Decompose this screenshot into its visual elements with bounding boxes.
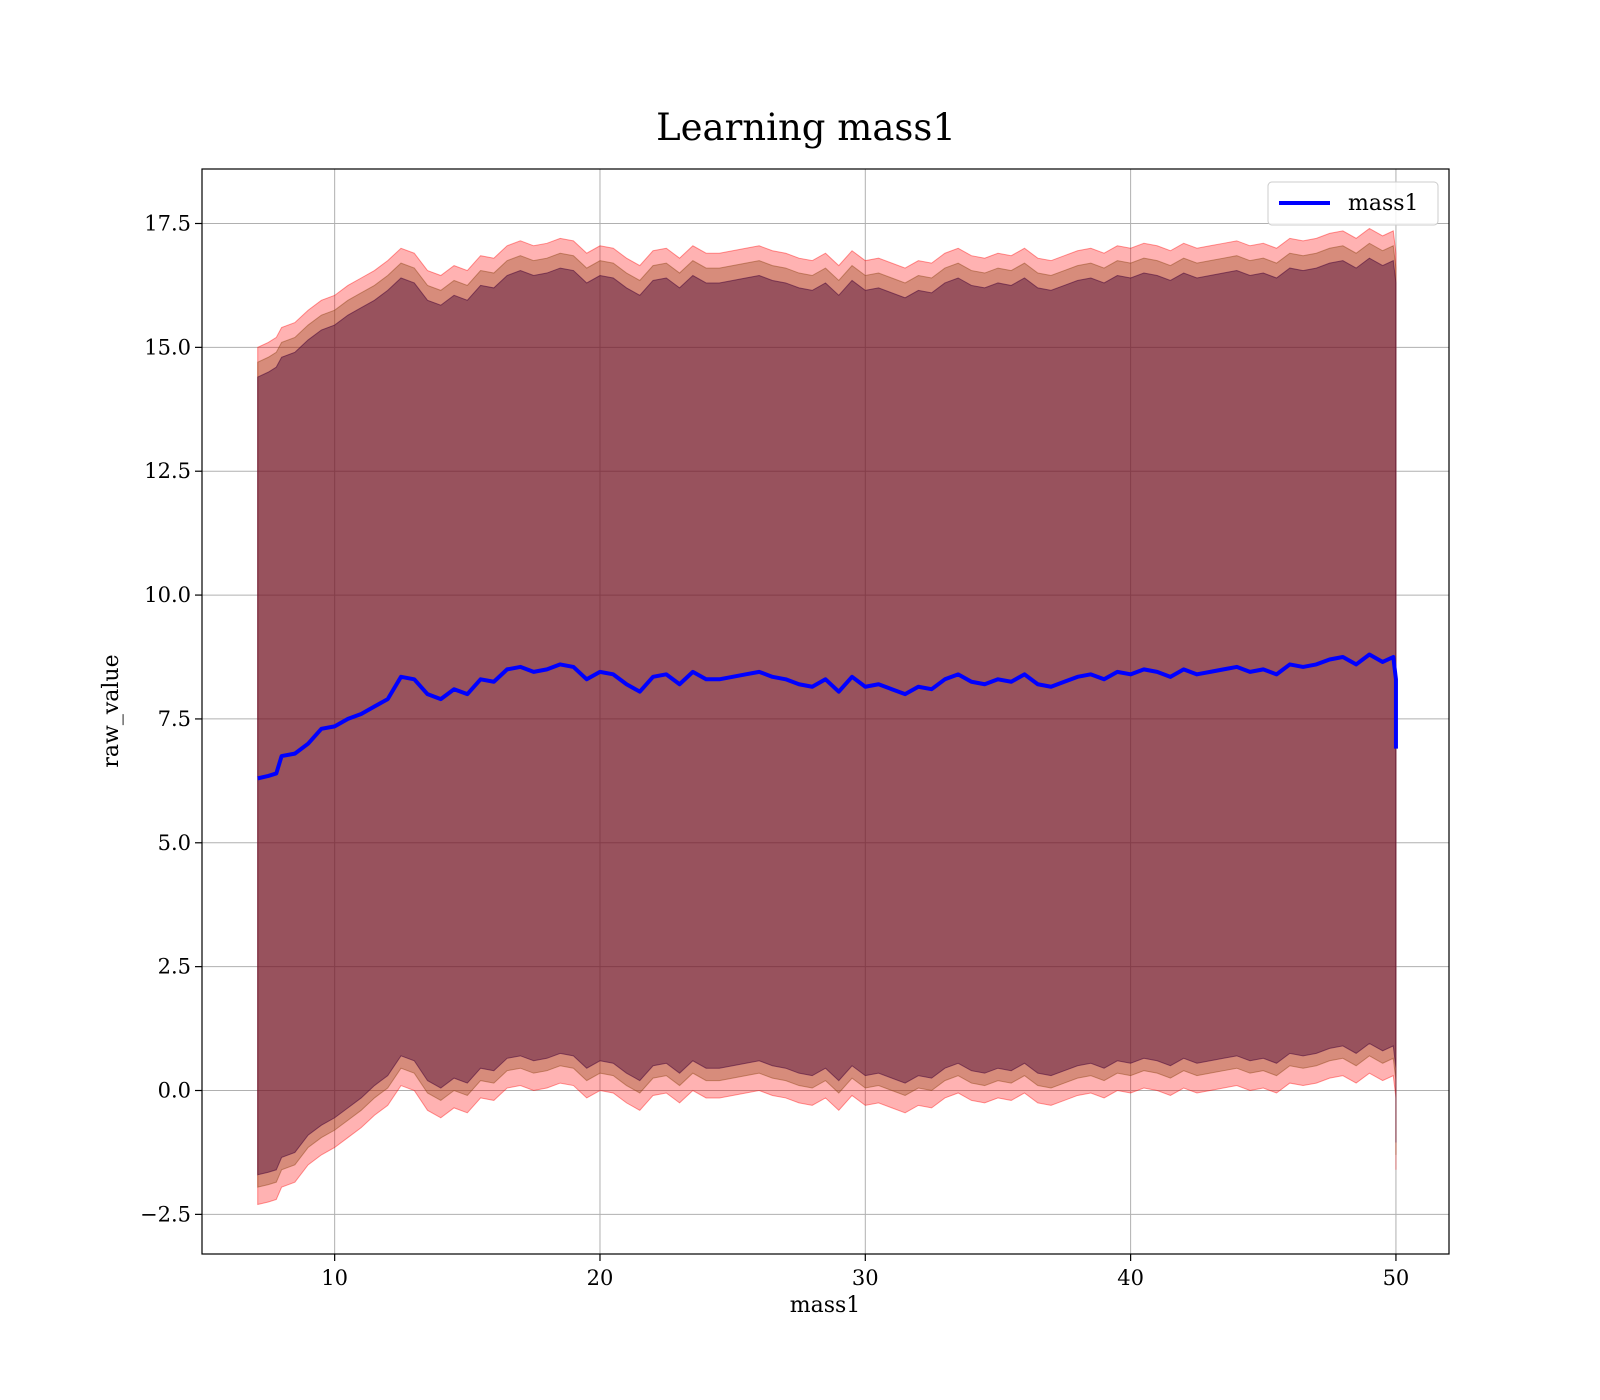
legend: mass1 xyxy=(1267,181,1439,226)
y-tick-label: 0.0 xyxy=(158,1079,191,1103)
y-tick-label: 2.5 xyxy=(158,955,191,979)
x-axis-ticks: 10 20 30 40 50 xyxy=(321,1254,1409,1290)
series-lines xyxy=(257,652,1398,781)
legend-box xyxy=(1267,181,1439,226)
plot-frame xyxy=(201,168,1450,1255)
x-tick-label: 40 xyxy=(1117,1266,1144,1290)
confidence-band-2 xyxy=(257,242,1397,1188)
y-tick-label: −2.5 xyxy=(140,1202,191,1226)
grid xyxy=(202,169,1449,1254)
x-axis-label: mass1 xyxy=(790,1293,861,1318)
x-tick-label: 30 xyxy=(852,1266,879,1290)
x-tick-label: 20 xyxy=(587,1266,614,1290)
y-tick-label: 5.0 xyxy=(158,831,191,855)
x-tick-label: 10 xyxy=(321,1266,348,1290)
confidence-bands xyxy=(257,227,1397,1206)
y-tick-label: 15.0 xyxy=(144,335,191,359)
confidence-band-1 xyxy=(257,227,1397,1206)
series-line-mass1 xyxy=(257,652,1398,781)
y-tick-label: 17.5 xyxy=(144,211,191,235)
y-axis-ticks: −2.5 0.0 2.5 5.0 7.5 10.0 12.5 15.0 17.5 xyxy=(140,211,202,1226)
chart-title: Learning mass1 xyxy=(656,106,956,149)
y-tick-label: 7.5 xyxy=(158,707,191,731)
x-tick-label: 50 xyxy=(1383,1266,1410,1290)
y-axis-label: raw_value xyxy=(99,654,124,767)
y-tick-label: 12.5 xyxy=(144,459,191,483)
y-tick-label: 10.0 xyxy=(144,583,191,607)
legend-label-mass1: mass1 xyxy=(1348,191,1419,216)
confidence-band-3 xyxy=(257,257,1397,1176)
